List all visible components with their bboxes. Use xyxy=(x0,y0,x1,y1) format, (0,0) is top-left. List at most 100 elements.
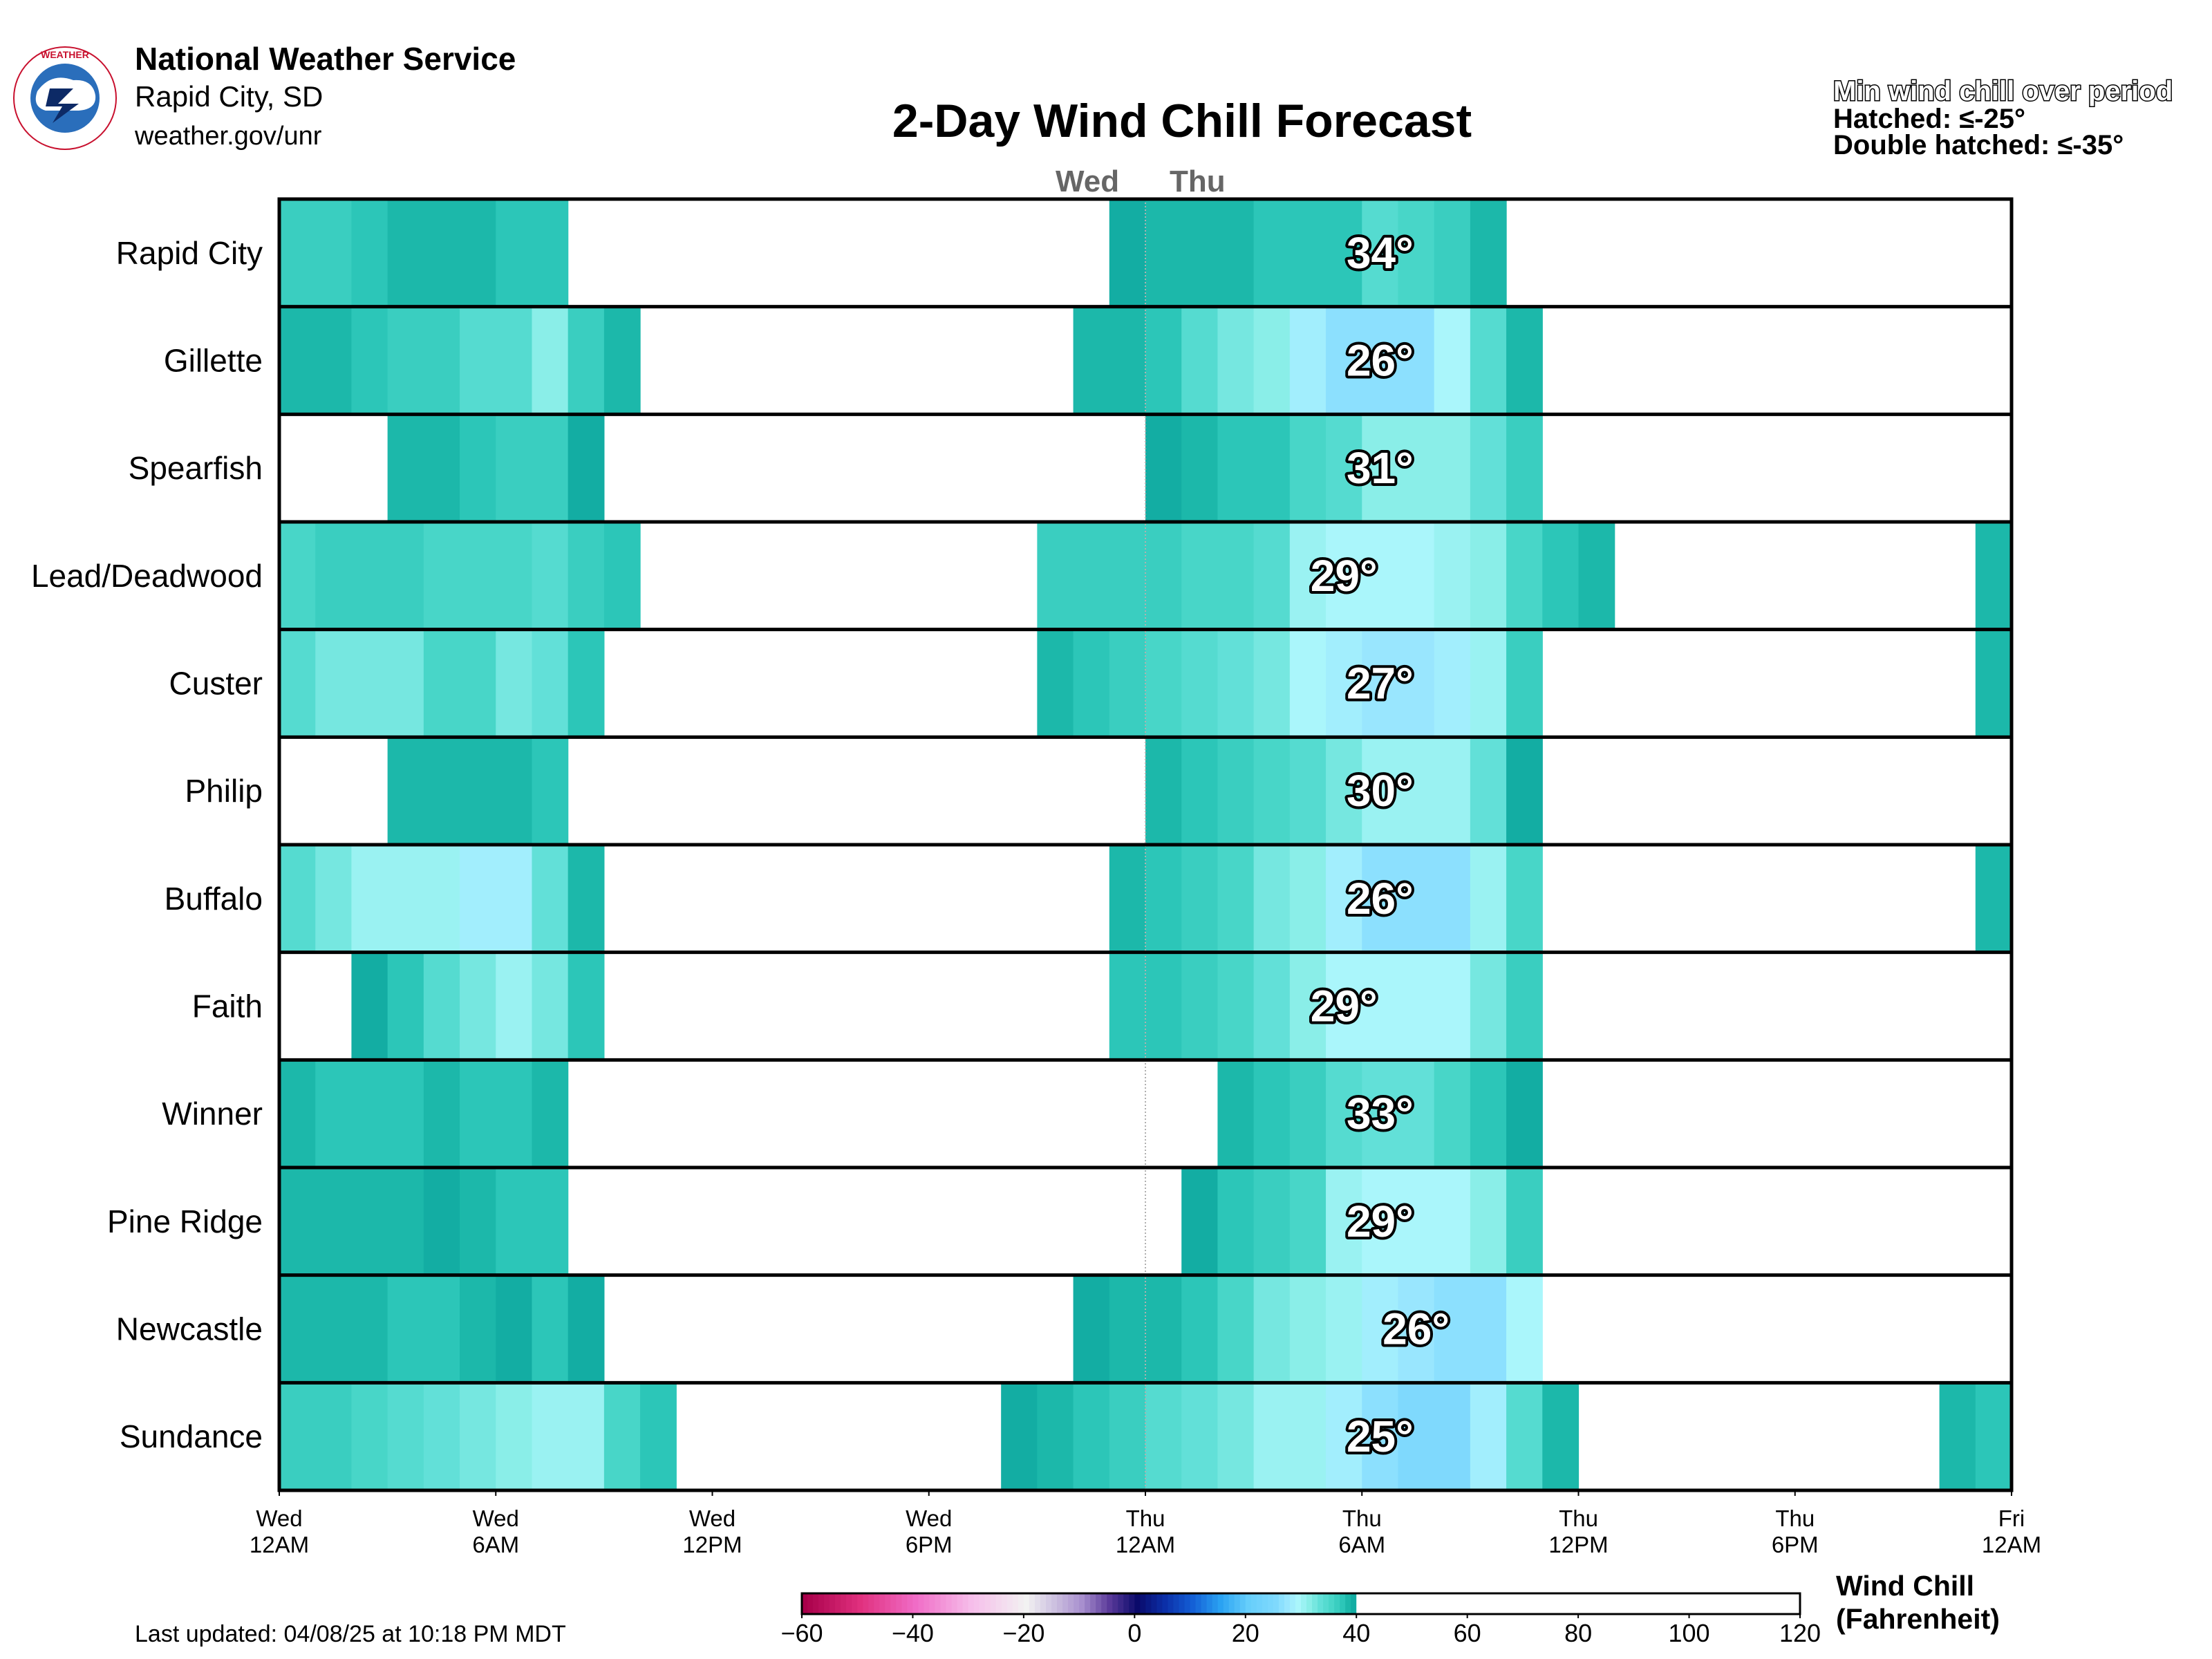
colorbar-segment xyxy=(1644,1593,1651,1614)
colorbar-segment xyxy=(1539,1593,1546,1614)
heatmap-cell xyxy=(1145,737,1182,845)
heatmap-cell xyxy=(1145,952,1182,1060)
heatmap-cell xyxy=(1109,522,1146,630)
heatmap-cell xyxy=(1109,629,1146,738)
colorbar-tick-label: −60 xyxy=(780,1619,823,1647)
colorbar-segment xyxy=(1494,1593,1501,1614)
x-tick-label-time: 6PM xyxy=(1772,1532,1819,1557)
heatmap-cell xyxy=(1542,1382,1580,1490)
heatmap-cell xyxy=(1253,1060,1291,1168)
colorbar-segment xyxy=(1345,1593,1351,1614)
heatmap-cell xyxy=(1398,522,1435,630)
colorbar-segment xyxy=(1395,1593,1401,1614)
heatmap-cell xyxy=(351,1060,388,1168)
heatmap-cell xyxy=(387,1382,424,1490)
row-label: Sundance xyxy=(120,1418,263,1454)
heatmap-cell xyxy=(1326,522,1362,630)
heatmap-cell xyxy=(532,199,569,307)
heatmap-cell xyxy=(568,952,605,1060)
heatmap-cell xyxy=(1253,522,1291,630)
colorbar-segment xyxy=(907,1593,914,1614)
heatmap-cell xyxy=(1434,522,1471,630)
heatmap-cell xyxy=(1434,1275,1471,1383)
heatmap-cell xyxy=(1289,845,1327,953)
colorbar-segment xyxy=(990,1593,997,1614)
logo-text-top: WEATHER xyxy=(41,49,89,60)
colorbar-segment xyxy=(852,1593,858,1614)
colorbar-segment xyxy=(1267,1593,1274,1614)
colorbar-segment xyxy=(1595,1593,1601,1614)
colorbar-segment xyxy=(1517,1593,1524,1614)
heatmap-cell xyxy=(1037,1382,1074,1490)
colorbar-segment xyxy=(1700,1593,1707,1614)
colorbar-segment xyxy=(1434,1593,1441,1614)
heatmap-cell xyxy=(351,1168,388,1275)
heatmap-cell xyxy=(532,737,569,845)
heatmap-cell xyxy=(460,952,496,1060)
colorbar-segment xyxy=(901,1593,908,1614)
heatmap-cell xyxy=(1434,306,1471,415)
heatmap-row xyxy=(279,522,2012,630)
row-label: Lead/Deadwood xyxy=(31,558,263,594)
colorbar-segment xyxy=(1239,1593,1246,1614)
colorbar-segment xyxy=(1639,1593,1645,1614)
colorbar-segment xyxy=(1417,1593,1424,1614)
heatmap-cell xyxy=(1181,522,1219,630)
colorbar-segment xyxy=(1173,1593,1180,1614)
colorbar-segment xyxy=(1273,1593,1280,1614)
org-url[interactable]: weather.gov/unr xyxy=(135,122,322,151)
heatmap-row xyxy=(387,414,1543,522)
heatmap-cell xyxy=(1145,1275,1182,1383)
heatmap-cell xyxy=(568,1275,605,1383)
heatmap-cell xyxy=(568,1382,605,1490)
heatmap-cell xyxy=(1362,414,1399,522)
colorbar-segment xyxy=(1689,1593,1696,1614)
colorbar-segment xyxy=(1378,1593,1385,1614)
heatmap-cell xyxy=(603,522,641,630)
colorbar-segment xyxy=(1428,1593,1435,1614)
heatmap-cell xyxy=(1253,306,1291,415)
heatmap-cell xyxy=(460,306,496,415)
colorbar-segment xyxy=(1467,1593,1474,1614)
min-wind-chill-label: 34° xyxy=(1347,228,1414,278)
heatmap-cell xyxy=(351,845,388,953)
heatmap-cell xyxy=(387,199,424,307)
heatmap-cell xyxy=(1181,199,1219,307)
colorbar-segment xyxy=(1001,1593,1008,1614)
x-tick-label-day: Wed xyxy=(906,1506,952,1531)
heatmap-cell xyxy=(1073,522,1110,630)
heatmap-cell xyxy=(1470,1275,1507,1383)
heatmap-cell xyxy=(1362,1060,1399,1168)
colorbar-segment xyxy=(1727,1593,1734,1614)
heatmap-cell xyxy=(532,414,569,522)
colorbar-segment xyxy=(1306,1593,1313,1614)
heatmap-cell xyxy=(532,522,569,630)
row-label: Gillette xyxy=(164,343,263,379)
colorbar-segment xyxy=(1589,1593,1595,1614)
colorbar-segment xyxy=(951,1593,958,1614)
min-wind-chill-label: 31° xyxy=(1347,443,1414,493)
colorbar-segment xyxy=(1450,1593,1457,1614)
heatmap-cell xyxy=(1434,629,1471,738)
heatmap-cell xyxy=(460,199,496,307)
x-tick-label-day: Wed xyxy=(473,1506,519,1531)
colorbar-segment xyxy=(1195,1593,1202,1614)
colorbar-segment xyxy=(1678,1593,1685,1614)
heatmap-cell xyxy=(423,522,460,630)
heatmap-cell xyxy=(1326,845,1362,953)
x-tick-label-day: Wed xyxy=(256,1506,302,1531)
heatmap-cell xyxy=(1289,306,1327,415)
row-label: Pine Ridge xyxy=(107,1203,263,1239)
colorbar-segment xyxy=(1562,1593,1568,1614)
colorbar-segment xyxy=(1611,1593,1618,1614)
heatmap-cell xyxy=(1217,522,1255,630)
colorbar-tick-label: 80 xyxy=(1564,1619,1592,1647)
x-tick-label-time: 12PM xyxy=(682,1532,742,1557)
heatmap-cell xyxy=(1253,1275,1291,1383)
heatmap-cell xyxy=(1326,1275,1362,1383)
colorbar-segment xyxy=(1573,1593,1579,1614)
colorbar-segment xyxy=(1656,1593,1662,1614)
colorbar-segment xyxy=(1045,1593,1052,1614)
